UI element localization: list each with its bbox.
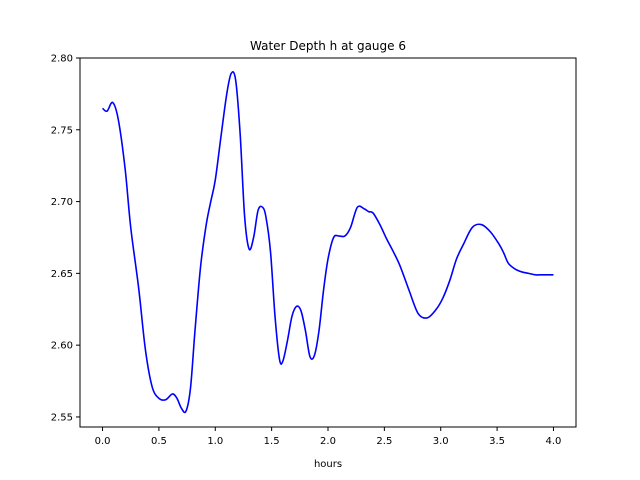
plot-area: [102, 71, 554, 414]
x-axis-label: hours: [314, 459, 342, 470]
x-tick-label: 2.0: [320, 436, 336, 447]
x-axis: 0.0 0.5 1.0 1.5 2.0 2.5 3.0 3.5 4.0: [95, 427, 562, 447]
y-tick-label: 2.65: [51, 269, 73, 280]
x-tick-label: 3.5: [489, 436, 505, 447]
x-tick-label: 0.5: [151, 436, 167, 447]
x-tick-label: 2.5: [376, 436, 392, 447]
y-tick-label: 2.60: [51, 341, 73, 352]
y-tick-label: 2.80: [51, 54, 73, 65]
x-tick-label: 0.0: [95, 436, 111, 447]
axes-frame: [79, 57, 577, 428]
x-tick-label: 3.0: [433, 436, 449, 447]
x-tick-label: 4.0: [546, 436, 562, 447]
x-tick-label: 1.0: [207, 436, 223, 447]
y-tick-label: 2.70: [51, 197, 73, 208]
x-tick-label: 1.5: [264, 436, 280, 447]
y-axis: 2.55 2.60 2.65 2.70 2.75 2.80: [51, 54, 80, 423]
y-tick-label: 2.75: [51, 125, 73, 136]
y-tick-label: 2.55: [51, 412, 73, 423]
chart-title: Water Depth h at gauge 6: [250, 39, 406, 53]
series-line: [102, 71, 554, 414]
